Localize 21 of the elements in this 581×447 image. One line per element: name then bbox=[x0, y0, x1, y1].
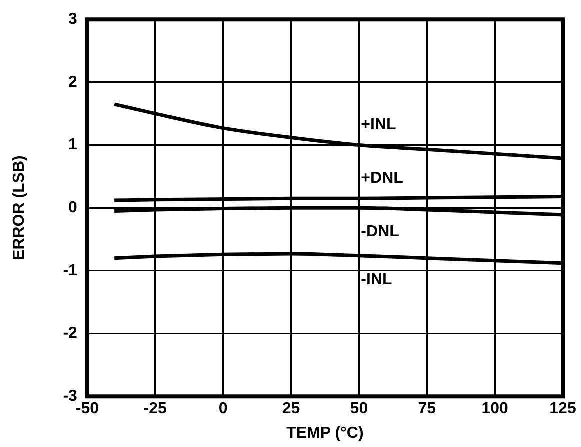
y-tick-label: 0 bbox=[68, 200, 78, 217]
y-tick-label: 3 bbox=[68, 11, 78, 28]
y-tick-label: 1 bbox=[68, 136, 78, 154]
x-tick-label: 0 bbox=[218, 400, 228, 418]
y-tick-label: 2 bbox=[68, 74, 78, 91]
y-axis-title: ERROR (LSB) bbox=[11, 156, 28, 261]
x-tick-label: 25 bbox=[282, 400, 300, 418]
x-tick-label: 100 bbox=[482, 400, 509, 418]
x-tick-label: 125 bbox=[550, 400, 576, 418]
y-tick-label: -3 bbox=[63, 388, 78, 406]
series-label: +INL bbox=[361, 116, 397, 134]
x-axis-title: TEMP (°C) bbox=[286, 424, 364, 442]
y-tick-label: -1 bbox=[63, 262, 78, 280]
series-label: +DNL bbox=[361, 170, 404, 188]
series-label: -DNL bbox=[361, 224, 400, 241]
y-tick-label: -2 bbox=[63, 325, 78, 342]
x-tick-label: -50 bbox=[76, 400, 100, 418]
x-tick-label: 75 bbox=[418, 400, 436, 418]
series-label: -INL bbox=[361, 271, 393, 288]
x-tick-label: 50 bbox=[350, 400, 368, 418]
x-tick-label: -25 bbox=[144, 400, 168, 418]
